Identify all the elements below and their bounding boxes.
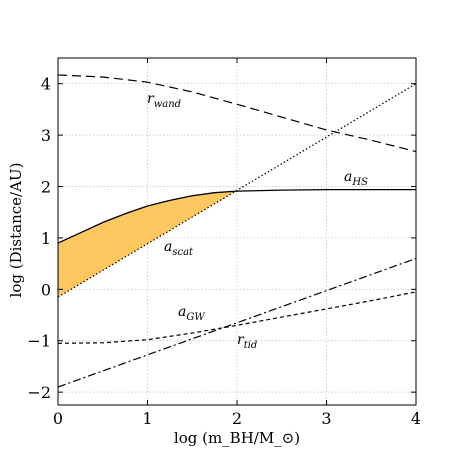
series-a-gw [57,257,417,388]
curve-labels: rwand aHS ascat aGW rtid [147,91,368,351]
y-tick-label-1: −1 [27,332,51,351]
series-a-scat [57,83,417,298]
x-tick-label-1: 1 [142,409,152,428]
label-a-hs: aHS [344,169,368,188]
y-tick-label-6: 4 [41,75,51,94]
x-tick-label-2: 2 [232,409,242,428]
x-tick-label-3: 3 [321,409,331,428]
series-r-wand [57,74,417,153]
ticks: 0 1 2 3 4 −2 −1 0 1 2 3 4 [27,58,421,428]
y-tick-label-4: 2 [41,178,51,197]
y-axis-label: log (Distance/AU) [7,163,25,298]
label-a-gw: aGW [178,304,205,323]
series-a-hs [57,188,416,244]
series-layer [57,74,417,388]
x-tick-label-0: 0 [53,409,63,428]
x-axis-label: log (m_BH/M_⊙) [174,429,300,447]
y-tick-label-5: 3 [41,126,51,145]
y-tick-label-3: 1 [41,229,51,248]
y-tick-label-0: −2 [27,383,51,402]
label-r-tid: rtid [237,332,257,351]
series-r-tid [57,291,417,344]
label-a-scat: ascat [164,239,194,258]
label-r-wand: rwand [147,91,181,110]
y-tick-label-2: 0 [41,280,51,299]
x-tick-label-4: 4 [411,409,421,428]
